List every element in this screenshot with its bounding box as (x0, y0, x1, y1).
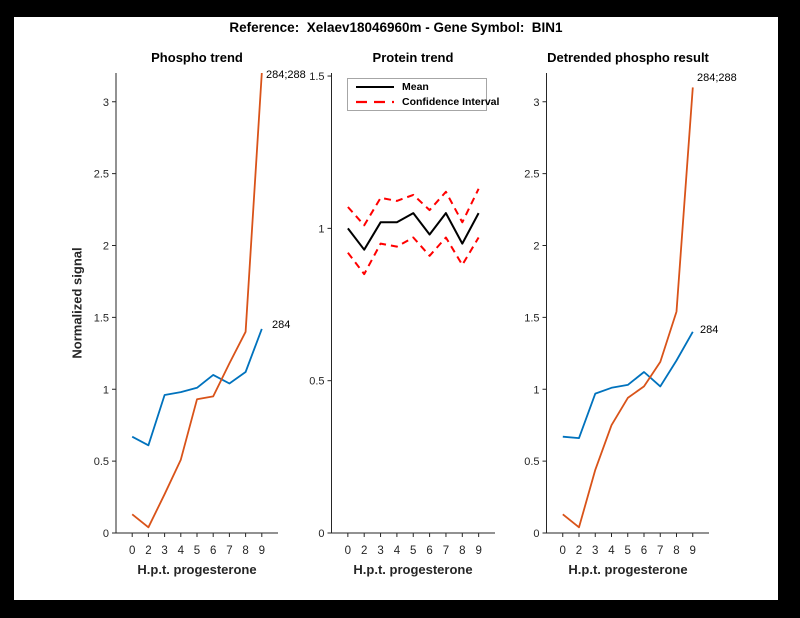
x-tick-label: 3 (592, 545, 598, 557)
mean-line-swatch (356, 86, 394, 88)
x-tick-label: 7 (226, 545, 232, 557)
axis-lines (331, 73, 495, 534)
legend-row-ci: Confidence Interval (348, 95, 499, 109)
annotation-detrended-blue: 284 (700, 324, 719, 336)
legend-label-ci: Confidence Interval (402, 96, 500, 108)
x-tick-label: 3 (377, 545, 383, 557)
x-tick-label: 7 (657, 545, 663, 557)
x-tick-label: 4 (394, 545, 401, 557)
y-tick-label: 1.5 (524, 312, 539, 324)
y-tick-label: 0 (103, 528, 109, 540)
x-tick-label: 0 (345, 545, 351, 557)
y-tick-label: 0 (533, 528, 539, 540)
y-tick-label: 1 (318, 223, 324, 235)
annotation-detrended-orange: 284;288 (697, 72, 737, 84)
x-tick-label: 8 (459, 545, 465, 557)
series-line-blue (562, 331, 694, 440)
y-axis-label: Normalized signal (69, 247, 85, 359)
x-tick-label: 2 (576, 545, 582, 557)
y-tick-label: 2.5 (524, 169, 539, 181)
protein-trend-plot: 00.511.50 2 3 4 5 6 7 8 9 (309, 71, 495, 557)
series-line-blue (131, 328, 263, 447)
series-line-orange (131, 72, 263, 529)
y-tick-label: 3 (533, 97, 539, 109)
series-line-black (347, 212, 480, 251)
series-line-red (347, 188, 480, 227)
series-line-red (347, 236, 480, 276)
y-tick-label: 0 (318, 528, 324, 540)
x-tick-label: 0 (560, 545, 566, 557)
legend-box: Mean Confidence Interval (347, 78, 499, 111)
figure-title: Reference: Xelaev18046960m - Gene Symbol… (229, 20, 563, 35)
x-tick-label: 5 (410, 545, 416, 557)
y-tick-label: 2.5 (94, 169, 109, 181)
y-tick-label: 0.5 (94, 456, 109, 468)
phospho-trend-plot: 00.511.522.530 2 3 4 5 6 7 8 9 (94, 72, 278, 557)
annotation-phospho-blue: 284 (272, 319, 291, 331)
x-axis-label-protein: H.p.t. progesterone (353, 562, 473, 577)
plots-svg: 00.511.522.530 2 3 4 5 6 7 8 900.511.50 2 3 4 5 6 7 8 90… (94, 71, 709, 557)
x-tick-label: 3 (161, 545, 167, 557)
y-tick-label: 1.5 (309, 71, 324, 83)
x-tick-label: 2 (145, 545, 151, 557)
x-tick-label: 7 (443, 545, 449, 557)
axis-lines (115, 73, 278, 534)
x-tick-label: 4 (178, 545, 185, 557)
figure-canvas: Reference: Xelaev18046960m - Gene Symbol… (14, 17, 778, 600)
legend-row-mean: Mean (348, 80, 486, 94)
x-tick-label: 8 (242, 545, 248, 557)
axis-lines (546, 73, 709, 534)
x-tick-label: 6 (426, 545, 432, 557)
y-tick-label: 3 (103, 97, 109, 109)
x-tick-label: 0 (129, 545, 135, 557)
series-line-orange (562, 87, 694, 529)
panel-title-phospho-trend: Phospho trend (151, 50, 243, 65)
x-tick-label: 8 (673, 545, 679, 557)
ci-dashed-line-swatch (356, 100, 394, 104)
y-tick-label: 1.5 (94, 312, 109, 324)
detrended-phospho-plot: 00.511.522.530 2 3 4 5 6 7 8 9 (524, 73, 709, 557)
y-tick-label: 2 (103, 241, 109, 253)
panel-title-detrended-phospho: Detrended phospho result (547, 50, 709, 65)
y-tick-label: 0.5 (309, 376, 324, 388)
x-tick-label: 6 (641, 545, 647, 557)
x-tick-label: 6 (210, 545, 216, 557)
y-tick-label: 0.5 (524, 456, 539, 468)
y-tick-label: 2 (533, 241, 539, 253)
x-tick-label: 5 (625, 545, 631, 557)
x-axis-label-phospho: H.p.t. progesterone (137, 562, 257, 577)
x-tick-label: 4 (608, 545, 615, 557)
x-axis-label-detrended: H.p.t. progesterone (568, 562, 688, 577)
legend-label-mean: Mean (402, 81, 429, 93)
y-tick-label: 1 (533, 384, 539, 396)
y-tick-label: 1 (103, 384, 109, 396)
x-tick-label: 9 (475, 545, 481, 557)
x-tick-label: 9 (259, 545, 265, 557)
x-tick-label: 2 (361, 545, 367, 557)
panel-title-protein-trend: Protein trend (372, 50, 454, 65)
x-tick-label: 5 (194, 545, 200, 557)
annotation-phospho-orange: 284;288 (266, 69, 306, 81)
x-tick-label: 9 (690, 545, 696, 557)
